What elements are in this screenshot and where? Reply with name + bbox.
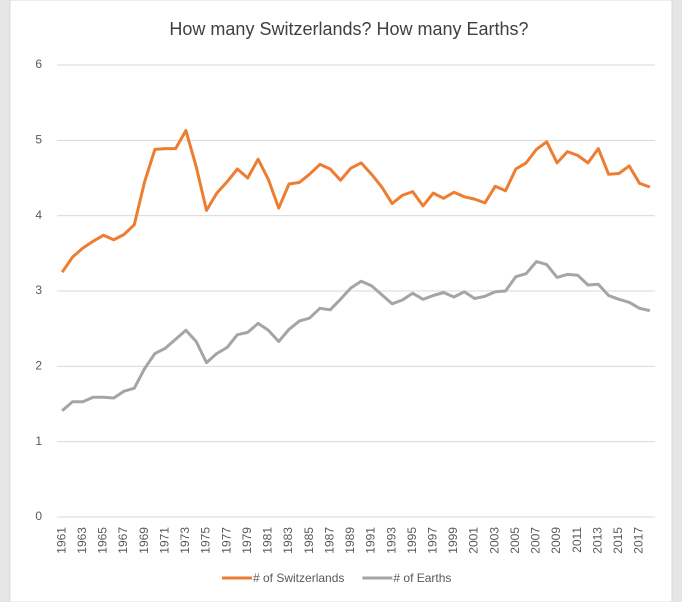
legend-label: # of Earths <box>393 571 451 585</box>
y-tick-label: 0 <box>35 509 42 523</box>
x-tick-label: 2003 <box>487 527 501 554</box>
series-line <box>61 260 651 412</box>
x-tick-label: 1973 <box>178 527 192 554</box>
x-tick-label: 2005 <box>508 527 522 554</box>
x-tick-label: 1993 <box>384 527 398 554</box>
x-tick-label: 1965 <box>96 527 110 554</box>
x-tick-label: 1981 <box>261 527 275 554</box>
x-tick-label: 1987 <box>322 527 336 554</box>
x-tick-label: 1961 <box>54 527 68 554</box>
chart-title: How many Switzerlands? How many Earths? <box>169 19 528 39</box>
x-tick-label: 1967 <box>116 527 130 554</box>
y-tick-label: 4 <box>35 208 42 222</box>
x-tick-label: 1983 <box>281 527 295 554</box>
x-tick-label: 1995 <box>405 527 419 554</box>
x-tick-label: 2011 <box>570 527 584 553</box>
x-tick-label: 1997 <box>425 527 439 554</box>
x-tick-label: 2015 <box>611 527 625 554</box>
x-tick-label: 2009 <box>549 527 563 554</box>
x-tick-label: 1985 <box>302 527 316 554</box>
x-tick-label: 1991 <box>364 527 378 554</box>
y-tick-label: 5 <box>35 133 42 147</box>
y-tick-label: 6 <box>35 57 42 71</box>
y-tick-label: 1 <box>35 434 42 448</box>
chart-area <box>9 0 673 602</box>
x-tick-label: 2017 <box>632 527 646 554</box>
x-tick-label: 1963 <box>75 527 89 554</box>
x-tick-label: 1979 <box>240 527 254 554</box>
x-tick-label: 2013 <box>590 527 604 554</box>
series-line <box>60 129 651 274</box>
x-tick-label: 1999 <box>446 527 460 554</box>
x-tick-label: 1977 <box>219 527 233 554</box>
x-tick-label: 1969 <box>137 527 151 554</box>
y-tick-label: 2 <box>35 359 42 373</box>
x-tick-label: 2007 <box>529 527 543 554</box>
y-tick-label: 3 <box>35 283 42 297</box>
legend-label: # of Switzerlands <box>253 571 344 585</box>
x-tick-label: 1975 <box>199 527 213 554</box>
x-tick-label: 1971 <box>157 527 171 554</box>
x-tick-label: 2001 <box>467 527 481 554</box>
x-tick-label: 1989 <box>343 527 357 554</box>
